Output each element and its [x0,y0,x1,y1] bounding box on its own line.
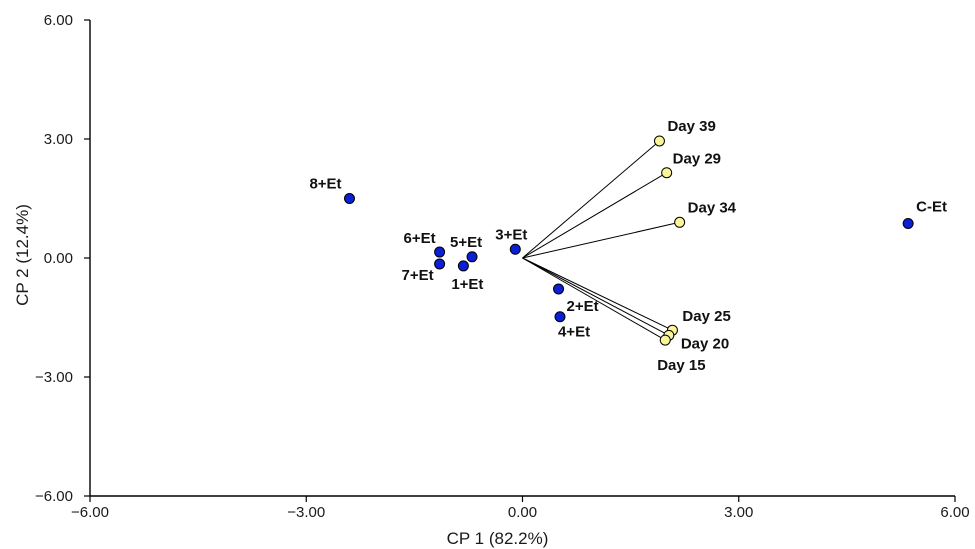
point-label: 1+Et [451,276,483,293]
variable-point [674,216,686,228]
sample-point [554,311,566,323]
vector-line [522,140,660,259]
data-points [344,135,914,346]
point-label: 2+Et [567,298,599,315]
vector-line [522,221,680,259]
x-tick-label: −6.00 [71,504,109,521]
y-tick-label: −3.00 [35,369,73,386]
variable-point [653,135,665,147]
sample-point [434,246,446,258]
vector-line [522,257,666,341]
x-tick-label: 0.00 [508,504,537,521]
y-tick-label: 6.00 [44,12,73,29]
x-ticks: −6.00 −3.00 0.00 3.00 6.00 [71,496,970,521]
point-label: 3+Et [495,226,527,243]
y-tick-label: 3.00 [44,131,73,148]
sample-point [434,258,446,270]
point-label: Day 34 [688,199,737,216]
vector-line [522,172,667,259]
sample-point [553,283,565,295]
y-tick-label: −6.00 [35,488,73,505]
vector-line [522,257,670,336]
vector-line [522,257,673,331]
point-label: Day 39 [667,118,715,135]
sample-point [466,251,478,263]
point-label: C-Et [916,198,947,215]
point-label: 5+Et [450,234,482,251]
point-label: 6+Et [404,230,436,247]
point-labels: 8+Et 6+Et 7+Et 5+Et 1+Et 3+Et 2+Et 4+Et C-Et Day … [309,118,947,374]
sample-point [902,217,914,229]
y-ticks: 6.00 3.00 0.00 −3.00 −6.00 [35,12,90,505]
point-label: Day 15 [657,357,705,374]
point-label: Day 29 [673,151,721,168]
point-label: 4+Et [558,324,590,341]
y-axis-title: CP 2 (12.4%) [13,204,32,306]
variable-point [661,167,673,179]
x-tick-label: 6.00 [940,504,969,521]
point-label: 8+Et [309,176,341,193]
x-axis-title: CP 1 (82.2%) [447,529,549,548]
sample-point [457,260,469,272]
loading-vectors [522,140,680,341]
x-tick-label: 3.00 [724,504,753,521]
variable-point [659,334,671,346]
point-label: 7+Et [402,267,434,284]
sample-point [509,243,521,255]
x-tick-label: −3.00 [287,504,325,521]
y-tick-label: 0.00 [44,250,73,267]
point-label: Day 25 [682,308,730,325]
point-label: Day 20 [681,335,729,352]
sample-point [344,193,355,204]
